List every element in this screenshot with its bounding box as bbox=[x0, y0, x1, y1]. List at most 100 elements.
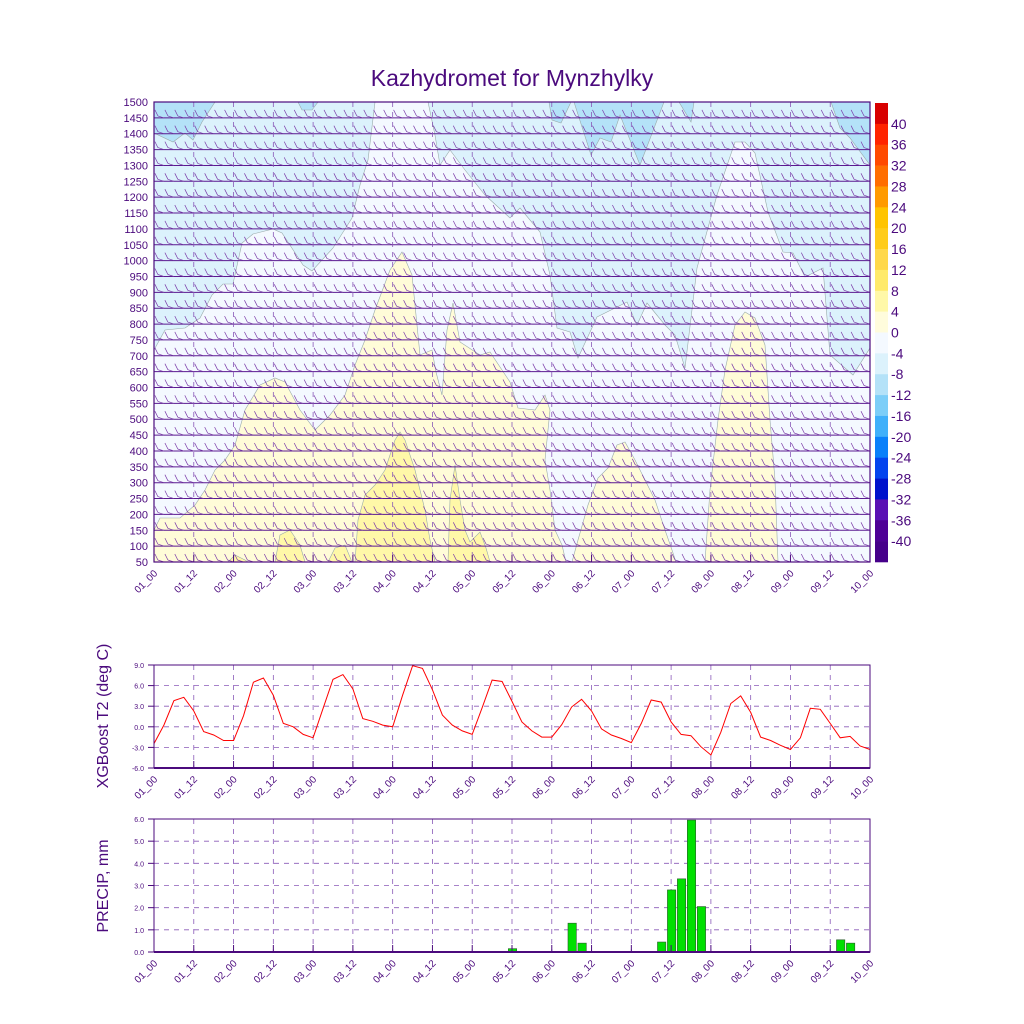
x-tick-label: 09_00 bbox=[769, 568, 797, 596]
colorbar-swatch bbox=[875, 228, 888, 250]
x-tick-label: 04_00 bbox=[371, 958, 399, 986]
y-tick-label: 950 bbox=[130, 271, 148, 283]
colorbar-swatch bbox=[875, 332, 888, 354]
x-tick-label: 06_00 bbox=[530, 774, 558, 802]
x-tick-label: 05_00 bbox=[451, 568, 479, 596]
t2-chart: 9.0 6.0 3.0 0.0 -3.0 -6.0 01_00 01_12 02_00 02_1… bbox=[95, 644, 876, 802]
y-tick-label: 1200 bbox=[124, 192, 148, 204]
x-tick-label: 07_00 bbox=[610, 568, 638, 596]
colorbar-swatch bbox=[875, 144, 888, 166]
wind-barbs bbox=[154, 102, 870, 562]
y-tick-label: 6.0 bbox=[134, 684, 144, 691]
colorbar-label: -40 bbox=[891, 533, 911, 549]
x-tick-label: 08_12 bbox=[729, 568, 757, 596]
y-tick-label: 550 bbox=[130, 398, 148, 410]
colorbar-swatch bbox=[875, 478, 888, 500]
y-tick-label: 5.0 bbox=[134, 839, 144, 846]
x-tick-label: 09_12 bbox=[809, 958, 837, 986]
y-tick-label: 6.0 bbox=[134, 817, 144, 824]
y-tick-label: 2.0 bbox=[134, 906, 144, 913]
x-tick-label: 07_12 bbox=[650, 774, 678, 802]
colorbar-swatch bbox=[875, 207, 888, 229]
colorbar-swatch bbox=[875, 499, 888, 521]
colorbar-label: 28 bbox=[891, 178, 907, 194]
x-tick-label: 05_00 bbox=[451, 774, 479, 802]
x-tick-label: 06_00 bbox=[530, 958, 558, 986]
x-tick-label: 01_12 bbox=[172, 958, 200, 986]
region-4-8 bbox=[354, 431, 436, 562]
y-tick-label: 1400 bbox=[124, 129, 148, 141]
colorbar-label: 20 bbox=[891, 220, 907, 236]
x-tick-label: 01_00 bbox=[133, 568, 161, 596]
y-tick-label: 1500 bbox=[124, 97, 148, 109]
y-tick-label: 50 bbox=[136, 557, 148, 569]
y-axis-labels: 1500 1450 1400 1350 1300 1250 1200 1150 1100 1050… bbox=[124, 97, 148, 569]
y-tick-label: 150 bbox=[130, 525, 148, 537]
x-tick-label: 07_00 bbox=[610, 958, 638, 986]
colorbar-swatch bbox=[875, 103, 888, 125]
colorbar-label: -4 bbox=[891, 345, 904, 361]
x-tick-label: 03_12 bbox=[332, 958, 360, 986]
t2-y-axis-labels: 9.0 6.0 3.0 0.0 -3.0 -6.0 bbox=[132, 663, 154, 773]
y-tick-label: 400 bbox=[130, 446, 148, 458]
y-tick-label: 1250 bbox=[124, 176, 148, 188]
y-tick-label: 3.0 bbox=[134, 884, 144, 891]
x-tick-label: 09_00 bbox=[769, 958, 797, 986]
region-0-4 bbox=[154, 251, 567, 562]
colorbar-label: -24 bbox=[891, 450, 911, 466]
y-tick-label: 650 bbox=[130, 367, 148, 379]
x-tick-label: 04_00 bbox=[371, 568, 399, 596]
precip-bar bbox=[667, 889, 677, 953]
x-tick-label: 06_12 bbox=[570, 774, 598, 802]
x-tick-label: 03_12 bbox=[332, 568, 360, 596]
x-tick-label: 08_12 bbox=[729, 774, 757, 802]
precip-bars bbox=[508, 819, 856, 953]
x-tick-label: 01_00 bbox=[133, 958, 161, 986]
x-tick-label: 05_00 bbox=[451, 958, 479, 986]
x-tick-label: 06_12 bbox=[570, 568, 598, 596]
y-tick-label: 1350 bbox=[124, 145, 148, 157]
x-tick-label: 02_00 bbox=[212, 568, 240, 596]
y-tick-label: -3.0 bbox=[132, 745, 144, 752]
colorbar-label: 12 bbox=[891, 262, 907, 278]
y-tick-label: 350 bbox=[130, 462, 148, 474]
region-4-8 bbox=[227, 554, 249, 562]
x-tick-label: 03_00 bbox=[292, 958, 320, 986]
colorbar-label: 36 bbox=[891, 137, 907, 153]
y-tick-label: 0.0 bbox=[134, 725, 144, 732]
colorbar-swatch bbox=[875, 186, 888, 208]
y-tick-label: 0.0 bbox=[134, 950, 144, 957]
colorbar-label: -36 bbox=[891, 512, 911, 528]
colorbar-swatch bbox=[875, 395, 888, 417]
x-tick-label: 09_12 bbox=[809, 568, 837, 596]
colorbar-label: 16 bbox=[891, 241, 907, 257]
x-tick-label: 02_12 bbox=[252, 774, 280, 802]
t2-grid bbox=[154, 665, 870, 768]
contour-plot: 1500145014001350130012501200115011001050… bbox=[124, 97, 912, 596]
t2-y-label: XGBoost T2 (deg C) bbox=[95, 644, 112, 789]
x-tick-label: 02_00 bbox=[212, 958, 240, 986]
colorbar-label: -28 bbox=[891, 471, 911, 487]
x-tick-label: 03_12 bbox=[332, 774, 360, 802]
y-tick-label: 100 bbox=[130, 541, 148, 553]
x-tick-label: 01_12 bbox=[172, 774, 200, 802]
x-tick-label: 05_12 bbox=[491, 568, 519, 596]
x-tick-label: 02_00 bbox=[212, 774, 240, 802]
colorbar-swatch bbox=[875, 165, 888, 187]
x-tick-label: 07_12 bbox=[650, 568, 678, 596]
y-tick-label: 800 bbox=[130, 319, 148, 331]
x-tick-label: 04_12 bbox=[411, 568, 439, 596]
x-tick-label: 05_12 bbox=[491, 958, 519, 986]
precip-bar bbox=[577, 942, 587, 953]
x-tick-label: 01_00 bbox=[133, 774, 161, 802]
y-tick-label: 3.0 bbox=[134, 704, 144, 711]
colorbar-label: 8 bbox=[891, 283, 899, 299]
y-tick-label: 200 bbox=[130, 509, 148, 521]
precip-bar bbox=[687, 819, 696, 953]
t2-series-line bbox=[153, 665, 871, 756]
x-tick-label: 06_00 bbox=[530, 568, 558, 596]
colorbar-label: -16 bbox=[891, 408, 911, 424]
chart-title: Kazhydromet for Mynzhylky bbox=[371, 65, 654, 91]
x-tick-label: 01_12 bbox=[172, 568, 200, 596]
